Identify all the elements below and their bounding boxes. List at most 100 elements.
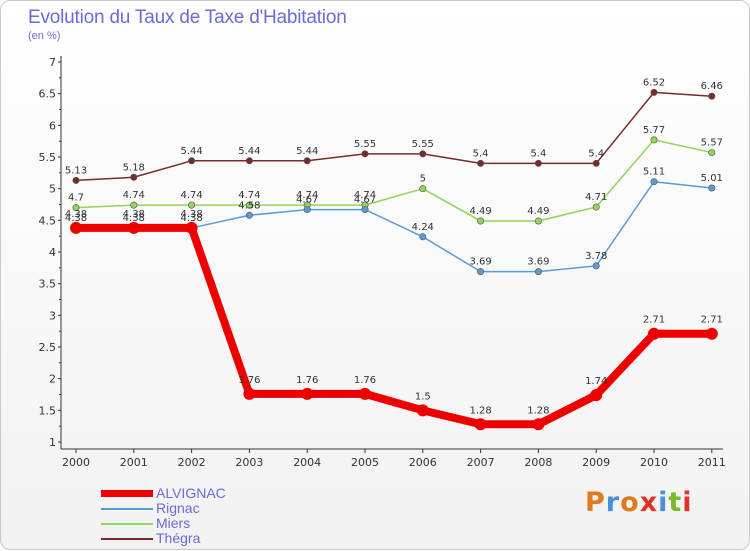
data-point	[127, 221, 140, 234]
data-label: 4.74	[180, 190, 202, 201]
data-label: 4.38	[123, 213, 145, 224]
data-point	[650, 178, 658, 186]
data-point	[359, 387, 371, 400]
data-label: 5.18	[123, 162, 145, 173]
legend-swatch-alvignac	[101, 490, 153, 497]
x-tick-label: 2000	[62, 456, 90, 469]
data-point	[592, 203, 600, 211]
data-label: 5.55	[412, 139, 434, 150]
x-tick-label: 2007	[467, 456, 495, 469]
legend-swatch-miers	[101, 523, 153, 525]
data-label: 3.69	[527, 257, 549, 268]
y-tick-label: 2	[49, 373, 56, 386]
data-point	[650, 136, 658, 144]
data-point	[361, 150, 369, 158]
data-point	[245, 201, 253, 209]
data-point	[592, 159, 600, 167]
x-tick-label: 2003	[235, 456, 263, 469]
legend-label-alvignac: ALVIGNAC	[156, 485, 226, 501]
data-point	[419, 150, 427, 158]
logo-letter: i	[658, 487, 669, 518]
data-point	[534, 268, 542, 276]
data-label: 4.38	[180, 209, 202, 220]
x-tick-label: 2001	[120, 456, 148, 469]
data-point	[590, 389, 603, 402]
y-tick-label: 6.5	[39, 88, 57, 101]
data-label: 4.24	[412, 222, 434, 233]
data-label: 1.76	[296, 375, 318, 386]
data-label: 1.28	[469, 405, 491, 416]
data-point	[708, 149, 716, 157]
data-point	[416, 404, 429, 417]
data-label: 4.74	[354, 190, 376, 201]
y-tick-label: 7	[49, 56, 56, 69]
y-tick-label: 2.5	[39, 341, 57, 354]
data-label: 4.74	[296, 190, 318, 201]
data-point	[188, 201, 196, 209]
x-tick-label: 2006	[409, 456, 437, 469]
x-tick-label: 2002	[178, 456, 206, 469]
data-label: 4.7	[68, 193, 84, 204]
x-tick-label: 2005	[351, 456, 379, 469]
data-point	[419, 233, 427, 241]
data-label: 5.55	[354, 139, 376, 150]
data-label: 1.28	[527, 405, 549, 416]
data-point	[477, 217, 485, 225]
data-point	[534, 159, 542, 167]
data-label: 1.5	[415, 391, 431, 402]
data-point	[301, 387, 314, 400]
data-label: 5.13	[65, 165, 87, 176]
data-label: 5.57	[701, 138, 723, 149]
series-line-alvignac	[72, 223, 716, 429]
data-point	[532, 418, 545, 431]
data-label: 4.67	[296, 195, 318, 206]
data-label: 5	[420, 174, 426, 185]
y-tick-label: 4.5	[39, 214, 57, 227]
data-point	[303, 206, 311, 214]
legend-swatch-thegra	[101, 538, 153, 540]
logo-letter: t	[668, 487, 683, 518]
data-label: 5.77	[643, 125, 665, 136]
data-label: 5.4	[530, 148, 546, 159]
legend-label-thegra: Thégra	[156, 530, 201, 546]
x-tick-label: 2011	[698, 456, 726, 469]
data-label: 4.38	[65, 213, 87, 224]
data-label: 3.69	[469, 257, 491, 268]
data-point	[477, 159, 485, 167]
y-tick-label: 1	[49, 436, 56, 449]
data-label: 4.38	[65, 209, 87, 220]
data-point	[185, 221, 198, 234]
data-label: 4.38	[123, 209, 145, 220]
data-point	[534, 217, 542, 225]
data-label: 6.46	[701, 81, 723, 92]
data-label: 2.71	[643, 315, 665, 326]
data-label: 4.74	[123, 190, 145, 201]
chart-subtitle: (en %)	[28, 30, 61, 42]
data-point	[650, 88, 658, 96]
data-point	[245, 211, 253, 219]
data-point	[361, 206, 369, 214]
y-tick-label: 3	[49, 309, 56, 322]
data-label: 4.74	[238, 190, 260, 201]
legend-swatch-rignac	[101, 508, 153, 510]
data-point	[592, 262, 600, 270]
data-point	[705, 327, 718, 340]
x-tick-label: 2010	[640, 456, 668, 469]
data-label: 4.58	[238, 200, 260, 211]
data-label: 5.44	[180, 146, 202, 157]
y-tick-label: 3.5	[39, 278, 57, 291]
x-tick-label: 2008	[524, 456, 552, 469]
series-line-thégra	[75, 91, 713, 182]
data-label: 4.71	[585, 192, 607, 203]
data-label: 5.44	[296, 146, 318, 157]
y-tick-label: 4	[49, 246, 56, 259]
data-point	[243, 387, 256, 400]
data-point	[188, 157, 196, 165]
series-line-miers	[75, 139, 713, 222]
data-label: 5.11	[643, 167, 665, 178]
data-point	[130, 201, 138, 209]
x-tick-label: 2004	[293, 456, 321, 469]
data-label: 5.44	[238, 146, 260, 157]
data-point	[72, 204, 80, 212]
